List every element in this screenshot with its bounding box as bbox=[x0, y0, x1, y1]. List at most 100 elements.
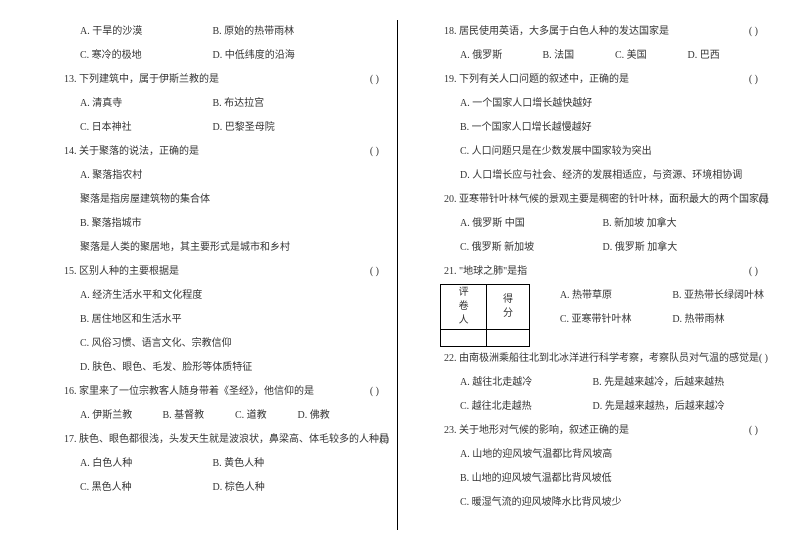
option-b: B. 居住地区和生活水平 bbox=[30, 308, 385, 332]
option-d: D. 棕色人种 bbox=[213, 476, 265, 500]
answer-blank: ( ) bbox=[370, 260, 379, 284]
score-table-row: 评卷人 得分 A. 热带草原 B. 亚热带长绿阔叶林 C. 亚寒带针叶林 D. … bbox=[410, 284, 764, 347]
question-text: 23. 关于地形对气候的影响，叙述正确的是 bbox=[444, 425, 629, 436]
option-b: B. 新加坡 加拿大 bbox=[603, 212, 677, 236]
option-b: B. 山地的迎风坡气温都比背风坡低 bbox=[410, 467, 764, 491]
option-a: A. 俄罗斯 bbox=[460, 44, 540, 68]
right-column: 18. 居民使用英语，大多属于白色人种的发达国家是 ( ) A. 俄罗斯 B. … bbox=[397, 20, 764, 530]
option-a: A. 经济生活水平和文化程度 bbox=[30, 284, 385, 308]
answer-blank: ( ) bbox=[749, 260, 758, 284]
question-16: 16. 家里来了一位宗教客人随身带着《圣经》，他信仰的是 ( ) bbox=[30, 380, 385, 404]
option-b: B. 黄色人种 bbox=[213, 452, 265, 476]
option-c: C. 日本神社 bbox=[80, 116, 210, 140]
question-20: 20. 亚寒带针叶林气候的景观主要是稠密的针叶林，面积最大的两个国家是 ( ) bbox=[410, 188, 764, 212]
score-table-cell bbox=[487, 330, 530, 347]
option-b: B. 聚落指城市 bbox=[30, 212, 385, 236]
option-b: B. 基督教 bbox=[163, 404, 233, 428]
question-18: 18. 居民使用英语，大多属于白色人种的发达国家是 ( ) bbox=[410, 20, 764, 44]
option-row: C. 日本神社 D. 巴黎圣母院 bbox=[30, 116, 385, 140]
option-b: B. 原始的热带雨林 bbox=[213, 20, 295, 44]
question-19: 19. 下列有关人口问题的叙述中，正确的是 ( ) bbox=[410, 68, 764, 92]
score-table-cell bbox=[441, 330, 487, 347]
option-d: D. 中低纬度的沿海 bbox=[213, 44, 295, 68]
option-d: D. 人口增长应与社会、经济的发展相适应，与资源、环境相协调 bbox=[410, 164, 764, 188]
answer-blank: ( ) bbox=[759, 188, 768, 212]
option-d: D. 巴西 bbox=[688, 44, 720, 68]
option-c: C. 美国 bbox=[615, 44, 685, 68]
question-17: 17. 肤色、眼色都很浅，头发天生就是波浪状，鼻梁高、体毛较多的人种是 ( ) bbox=[30, 428, 385, 452]
left-column: A. 干旱的沙漠 B. 原始的热带雨林 C. 寒冷的极地 D. 中低纬度的沿海 … bbox=[30, 20, 397, 530]
question-text: 15. 区别人种的主要根据是 bbox=[64, 266, 179, 277]
option-row: C. 亚寒带针叶林 D. 热带雨林 bbox=[560, 308, 764, 332]
option-a: A. 一个国家人口增长越快越好 bbox=[410, 92, 764, 116]
option-b: B. 法国 bbox=[543, 44, 613, 68]
answer-blank: ( ) bbox=[759, 347, 768, 371]
option-text: 聚落是指房屋建筑物的集合体 bbox=[30, 188, 385, 212]
question-text: 22. 由南极洲乘船往北到北冰洋进行科学考察，考察队员对气温的感觉是 bbox=[444, 353, 759, 364]
question-15: 15. 区别人种的主要根据是 ( ) bbox=[30, 260, 385, 284]
q21-options: A. 热带草原 B. 亚热带长绿阔叶林 C. 亚寒带针叶林 D. 热带雨林 bbox=[530, 284, 764, 332]
option-row: C. 越往北走越热 D. 先是越来越热，后越来越冷 bbox=[410, 395, 764, 419]
question-text: 17. 肤色、眼色都很浅，头发天生就是波浪状，鼻梁高、体毛较多的人种是 bbox=[64, 434, 389, 445]
option-d: D. 俄罗斯 加拿大 bbox=[603, 236, 678, 260]
option-d: D. 巴黎圣母院 bbox=[213, 116, 275, 140]
option-row: C. 俄罗斯 新加坡 D. 俄罗斯 加拿大 bbox=[410, 236, 764, 260]
question-14: 14. 关于聚落的说法，正确的是 ( ) bbox=[30, 140, 385, 164]
option-d: D. 佛教 bbox=[298, 404, 330, 428]
question-text: 14. 关于聚落的说法，正确的是 bbox=[64, 146, 199, 157]
option-a: A. 清真寺 bbox=[80, 92, 210, 116]
score-table-header-1: 评卷人 bbox=[441, 285, 487, 330]
option-a: A. 山地的迎风坡气温都比背风坡高 bbox=[410, 443, 764, 467]
option-a: A. 白色人种 bbox=[80, 452, 210, 476]
option-a: A. 聚落指农村 bbox=[30, 164, 385, 188]
answer-blank: ( ) bbox=[749, 68, 758, 92]
exam-page: A. 干旱的沙漠 B. 原始的热带雨林 C. 寒冷的极地 D. 中低纬度的沿海 … bbox=[0, 0, 794, 550]
option-b: B. 亚热带长绿阔叶林 bbox=[672, 284, 764, 308]
question-text: 20. 亚寒带针叶林气候的景观主要是稠密的针叶林，面积最大的两个国家是 bbox=[444, 194, 769, 205]
option-b: B. 一个国家人口增长越慢越好 bbox=[410, 116, 764, 140]
answer-blank: ( ) bbox=[370, 140, 379, 164]
question-21: 21. "地球之肺"是指 ( ) bbox=[410, 260, 764, 284]
option-b: B. 布达拉宫 bbox=[213, 92, 265, 116]
option-c: C. 黑色人种 bbox=[80, 476, 210, 500]
option-c: C. 俄罗斯 新加坡 bbox=[460, 236, 600, 260]
option-c: C. 人口问题只是在少数发展中国家较为突出 bbox=[410, 140, 764, 164]
option-row: A. 伊斯兰教 B. 基督教 C. 道教 D. 佛教 bbox=[30, 404, 385, 428]
option-c: C. 风俗习惯、语言文化、宗教信仰 bbox=[30, 332, 385, 356]
option-a: A. 俄罗斯 中国 bbox=[460, 212, 600, 236]
answer-blank: ( ) bbox=[370, 380, 379, 404]
option-row: C. 黑色人种 D. 棕色人种 bbox=[30, 476, 385, 500]
answer-blank: ( ) bbox=[749, 20, 758, 44]
option-row: A. 俄罗斯 B. 法国 C. 美国 D. 巴西 bbox=[410, 44, 764, 68]
answer-blank: ( ) bbox=[370, 68, 379, 92]
option-a: A. 伊斯兰教 bbox=[80, 404, 160, 428]
option-text: 聚落是人类的聚居地，其主要形式是城市和乡村 bbox=[30, 236, 385, 260]
option-row: A. 俄罗斯 中国 B. 新加坡 加拿大 bbox=[410, 212, 764, 236]
answer-blank: ( ) bbox=[380, 428, 389, 452]
option-row: A. 干旱的沙漠 B. 原始的热带雨林 bbox=[30, 20, 385, 44]
option-c: C. 道教 bbox=[235, 404, 295, 428]
option-c: C. 寒冷的极地 bbox=[80, 44, 210, 68]
question-23: 23. 关于地形对气候的影响，叙述正确的是 ( ) bbox=[410, 419, 764, 443]
score-table-header-2: 得分 bbox=[487, 285, 530, 330]
option-c: C. 暖湿气流的迎风坡降水比背风坡少 bbox=[410, 491, 764, 515]
option-c: C. 越往北走越热 bbox=[460, 395, 590, 419]
option-c: C. 亚寒带针叶林 bbox=[560, 308, 670, 332]
answer-blank: ( ) bbox=[749, 419, 758, 443]
option-d: D. 肤色、眼色、毛发、脸形等体质特征 bbox=[30, 356, 385, 380]
question-text: 16. 家里来了一位宗教客人随身带着《圣经》，他信仰的是 bbox=[64, 386, 314, 397]
question-text: 18. 居民使用英语，大多属于白色人种的发达国家是 bbox=[444, 26, 669, 37]
option-a: A. 热带草原 bbox=[560, 284, 670, 308]
question-13: 13. 下列建筑中，属于伊斯兰教的是 ( ) bbox=[30, 68, 385, 92]
option-row: A. 清真寺 B. 布达拉宫 bbox=[30, 92, 385, 116]
score-table: 评卷人 得分 bbox=[440, 284, 530, 347]
option-a: A. 干旱的沙漠 bbox=[80, 20, 210, 44]
question-text: 21. "地球之肺"是指 bbox=[444, 266, 527, 277]
option-a: A. 越往北走越冷 bbox=[460, 371, 590, 395]
option-row: A. 热带草原 B. 亚热带长绿阔叶林 bbox=[560, 284, 764, 308]
option-b: B. 先是越来越冷，后越来越热 bbox=[593, 371, 725, 395]
option-d: D. 先是越来越热，后越来越冷 bbox=[593, 395, 725, 419]
option-row: A. 白色人种 B. 黄色人种 bbox=[30, 452, 385, 476]
question-text: 13. 下列建筑中，属于伊斯兰教的是 bbox=[64, 74, 219, 85]
option-row: A. 越往北走越冷 B. 先是越来越冷，后越来越热 bbox=[410, 371, 764, 395]
